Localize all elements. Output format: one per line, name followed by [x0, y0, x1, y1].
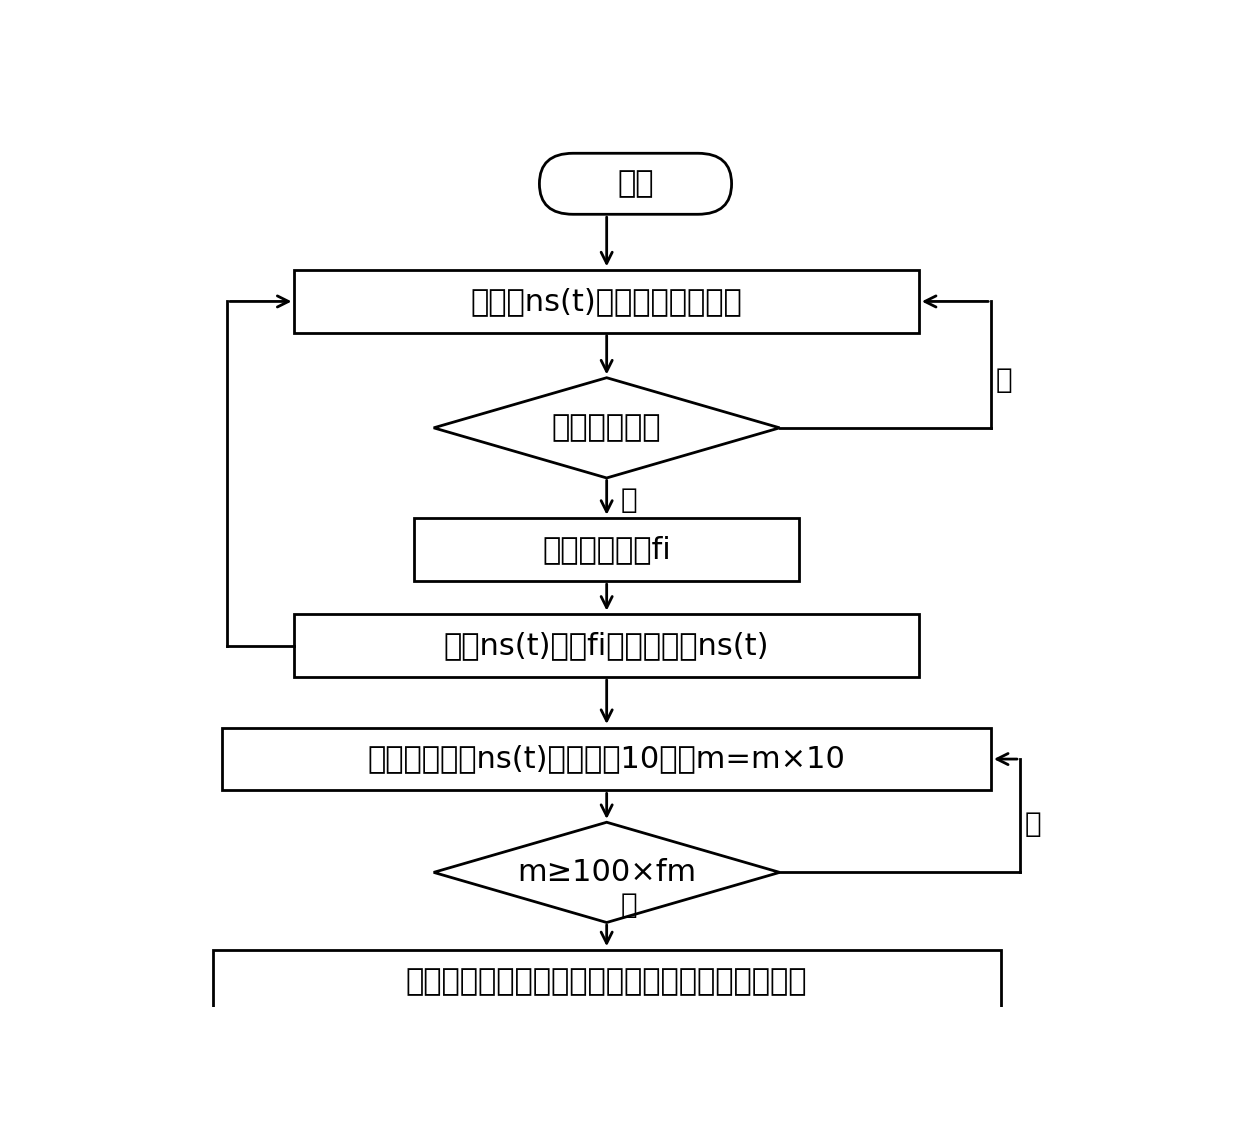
Text: 开始: 开始: [618, 170, 653, 198]
Bar: [294, 615, 919, 677]
Bar: [213, 950, 1001, 1013]
Text: 将信号ns(t)输入随机共振系统: 将信号ns(t)输入随机共振系统: [471, 286, 743, 316]
Polygon shape: [434, 822, 780, 923]
Text: 滤除ns(t)中的fi，得到新的ns(t): 滤除ns(t)中的fi，得到新的ns(t): [444, 632, 769, 660]
Text: 否: 否: [996, 366, 1013, 394]
Text: 是: 是: [621, 486, 637, 514]
Text: m≥100×fm: m≥100×fm: [517, 858, 696, 886]
Text: 判断是否共振: 判断是否共振: [552, 413, 661, 443]
Polygon shape: [434, 378, 780, 478]
Bar: [222, 728, 991, 790]
Text: 对所有共振频率进行还原得到目标信号的真实频率: 对所有共振频率进行还原得到目标信号的真实频率: [405, 967, 807, 996]
Text: 是: 是: [621, 891, 637, 919]
Text: 用尺度变换将ns(t)频率压缩10倍，m=m×10: 用尺度变换将ns(t)频率压缩10倍，m=m×10: [368, 745, 846, 773]
Text: 保存共振频率fi: 保存共振频率fi: [542, 535, 671, 565]
Bar: [414, 518, 799, 581]
Text: 否: 否: [1024, 811, 1042, 839]
FancyBboxPatch shape: [539, 153, 732, 214]
Bar: [294, 271, 919, 333]
